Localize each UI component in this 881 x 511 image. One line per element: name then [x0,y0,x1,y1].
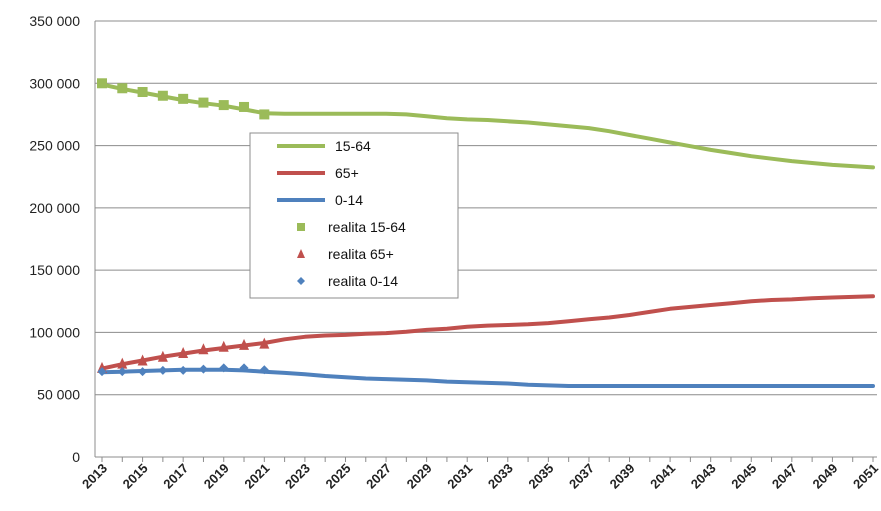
y-tick-label: 300 000 [29,75,80,91]
legend-marker-realita-0-14 [297,277,305,285]
series-line-65 [100,294,875,371]
y-tick-label: 350 000 [29,13,80,29]
data-point-realita-65 [198,343,209,355]
legend-label: 15-64 [335,138,371,154]
data-point-realita-15-64 [97,78,107,89]
data-point-realita-0-14 [219,363,229,373]
gridlines [95,20,877,396]
data-point-realita-15-64 [137,87,148,98]
data-point-realita-65 [157,350,168,362]
data-point-realita-15-64 [239,101,250,112]
data-point-realita-65 [259,337,270,349]
x-tick-label: 2049 [809,461,840,492]
data-point-realita-0-14 [97,367,107,377]
y-tick-label: 250 000 [29,138,80,154]
x-tick-label: 2039 [607,461,638,492]
x-tick-label: 2031 [444,461,475,492]
data-point-realita-65 [137,354,148,366]
data-point-realita-65 [239,338,250,350]
data-point-realita-15-64 [178,93,189,104]
legend-label: 0-14 [335,192,363,208]
legend: 15-64 65+ 0-14 realita 15-64 realita 65+ real… [249,132,459,299]
data-point-realita-0-14 [158,365,168,375]
series-line-15-64 [100,82,875,170]
data-point-realita-0-14 [259,365,269,375]
data-point-realita-65 [178,346,189,358]
x-tick-label: 2021 [241,461,272,492]
data-point-realita-0-14 [239,363,249,373]
x-tick-label: 2045 [728,461,759,492]
data-point-realita-0-14 [178,365,188,375]
data-point-realita-65 [218,340,229,352]
x-tick-label: 2035 [525,461,556,492]
x-tick-label: 2047 [769,461,800,492]
y-tick-label: 200 000 [29,200,80,216]
axes [94,21,877,462]
x-axis-tick-labels: 2013 2015 2017 2019 2021 2023 2025 2027 2029 2031… [79,461,881,492]
x-tick-label: 2043 [688,461,719,492]
x-tick-label: 2051 [850,461,881,492]
data-point-realita-15-64 [218,100,229,111]
y-tick-label: 150 000 [29,262,80,278]
x-tick-label: 2015 [120,461,151,492]
x-tick-label: 2041 [647,461,678,492]
x-tick-label: 2033 [485,461,516,492]
x-tick-label: 2037 [566,461,597,492]
x-tick-label: 2029 [404,461,435,492]
x-tick-label: 2019 [201,461,232,492]
data-point-realita-15-64 [198,97,209,108]
y-tick-label: 100 000 [29,324,80,340]
legend-label: realita 65+ [328,246,394,262]
x-tick-label: 2025 [323,461,354,492]
legend-marker-realita-65 [297,249,305,258]
legend-marker-realita-15-64 [297,223,305,231]
data-point-realita-0-14 [138,367,148,377]
data-point-realita-0-14 [198,364,208,374]
data-point-realita-0-14 [117,367,127,377]
series-line-0-14 [100,367,875,388]
legend-label: realita 15-64 [328,219,406,235]
y-tick-label: 0 [72,449,80,465]
data-point-realita-15-64 [157,90,168,101]
series-lines [100,82,875,388]
data-point-realita-15-64 [259,109,270,120]
y-tick-label: 50 000 [37,387,80,403]
x-tick-label: 2017 [160,461,191,492]
data-point-realita-15-64 [117,83,128,94]
x-tick-label: 2023 [282,461,313,492]
legend-box [249,132,459,299]
legend-label: realita 0-14 [328,273,398,289]
x-tick-label: 2013 [79,461,110,492]
legend-label: 65+ [335,165,359,181]
x-tick-label: 2027 [363,461,394,492]
y-axis-tick-labels: 0 50 000 100 000 150 000 200 000 250 000 300 0… [29,13,80,465]
series-markers [97,78,270,377]
data-point-realita-65 [117,357,128,369]
